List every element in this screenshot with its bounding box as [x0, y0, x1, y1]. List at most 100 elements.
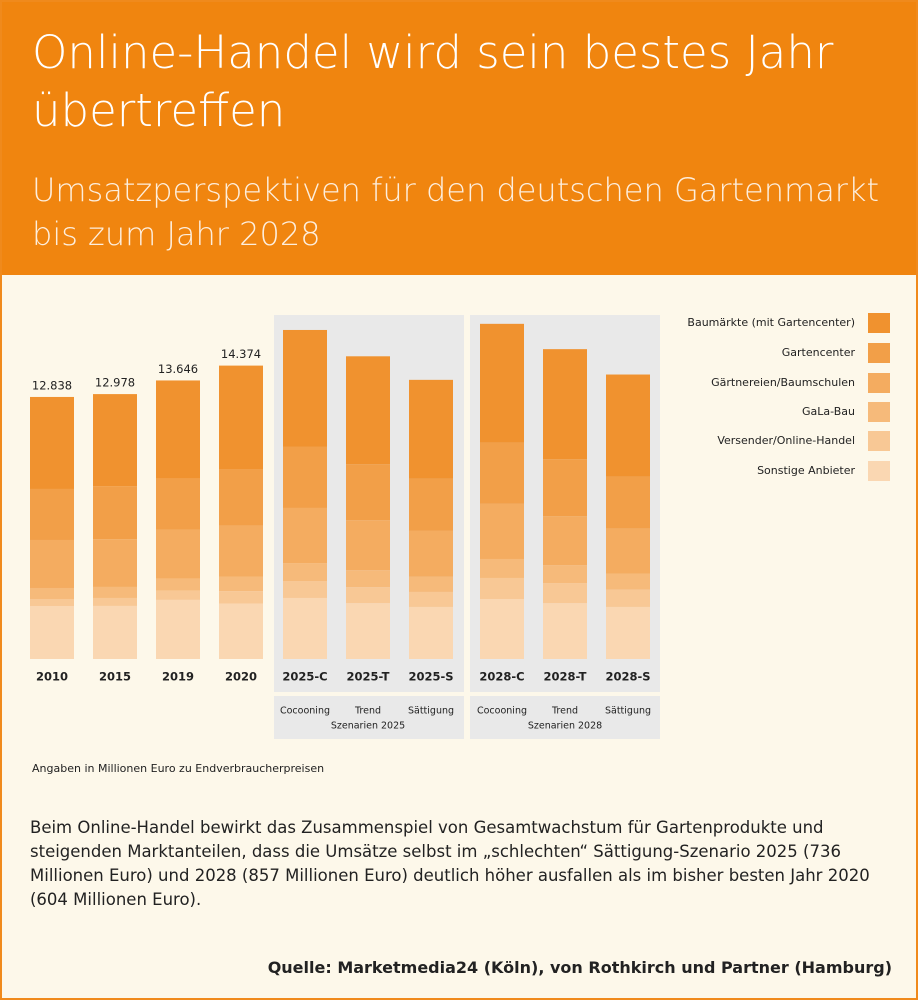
bar-segment: [543, 603, 587, 659]
legend-swatch: [868, 373, 890, 393]
legend-swatch: [868, 402, 890, 422]
scenario-label: Trend: [354, 706, 381, 717]
bar-segment: [480, 558, 524, 578]
scenario-group-label: Szenarien 2025: [331, 721, 405, 732]
bar-segment: [543, 349, 587, 460]
bar-segment: [30, 539, 74, 588]
bar-segment: [346, 464, 390, 521]
body-text: Beim Online-Handel bewirkt das Zusammens…: [30, 818, 870, 909]
bar-segment: [346, 356, 390, 465]
total-label: 12.838: [32, 378, 72, 392]
legend-label: Gärtnereien/Baumschulen: [711, 376, 855, 389]
x-tick-label: 2025-S: [408, 670, 453, 684]
bar-segment: [543, 459, 587, 517]
bar-segment: [606, 606, 650, 659]
legend-label: Sonstige Anbieter: [757, 464, 855, 477]
legend-swatch: [868, 461, 890, 481]
chart-note: Angaben in Millionen Euro zu Endverbrauc…: [32, 762, 324, 775]
bar-segment: [156, 529, 200, 579]
scenario-label: Sättigung: [605, 706, 651, 717]
bar-segment: [93, 605, 137, 659]
x-tick-label: 2020: [225, 670, 257, 684]
bar-segment: [93, 486, 137, 540]
x-tick-label: 2010: [36, 670, 68, 684]
bar-segment: [283, 446, 327, 508]
bar-segment: [156, 599, 200, 659]
source: Quelle: Marketmedia24 (Köln), von Rothki…: [267, 958, 892, 977]
bar-segment: [283, 329, 327, 447]
legend-swatch: [868, 313, 890, 333]
chart-subtitle: Umsatzperspektiven für den deutschen Gar…: [32, 171, 880, 253]
bar-segment: [606, 528, 650, 574]
bar-segment: [93, 597, 137, 606]
bar-segment: [283, 581, 327, 598]
bar-segment: [30, 488, 74, 540]
scenario-label: Cocooning: [477, 706, 527, 717]
total-label: 12.978: [95, 376, 135, 390]
x-tick-label: 2025-C: [282, 670, 327, 684]
x-tick-label: 2028-C: [479, 670, 524, 684]
bar-segment: [543, 583, 587, 604]
chart: Angaben in Millionen Euro zu Endverbrauc…: [30, 313, 890, 775]
total-label: 13.646: [158, 362, 198, 376]
bar-segment: [219, 469, 263, 526]
bar-segment: [606, 374, 650, 477]
bar-segment: [219, 365, 263, 470]
chart-title: Online-Handel wird sein bestes Jahr über…: [32, 26, 834, 137]
bar-segment: [606, 573, 650, 590]
bar-segment: [480, 598, 524, 659]
bar-segment: [156, 478, 200, 530]
bar-segment: [93, 394, 137, 487]
scenario-label: Cocooning: [280, 706, 330, 717]
x-tick-label: 2015: [99, 670, 131, 684]
bar-segment: [283, 563, 327, 582]
bar-segment: [30, 587, 74, 599]
bar-segment: [480, 503, 524, 559]
bar-segment: [93, 539, 137, 587]
legend-swatch: [868, 343, 890, 363]
bar-segment: [409, 379, 453, 479]
scenario-label: Sättigung: [408, 706, 454, 717]
bar-segment: [219, 591, 263, 604]
legend-label: Baumärkte (mit Gartencenter): [687, 316, 855, 329]
bar-segment: [409, 478, 453, 531]
scenario-label: Trend: [551, 706, 578, 717]
bar-segment: [30, 605, 74, 659]
legend-label: Versender/Online-Handel: [717, 434, 855, 447]
bar-segment: [409, 606, 453, 659]
bar-segment: [543, 565, 587, 584]
bar-segment: [30, 396, 74, 489]
bar-segment: [346, 603, 390, 659]
bar-segment: [409, 591, 453, 607]
bar-segment: [346, 520, 390, 571]
bar-segment: [156, 590, 200, 600]
x-tick-label: 2028-T: [544, 670, 587, 684]
legend-label: Gartencenter: [782, 346, 856, 359]
bar-segment: [156, 578, 200, 591]
scenario-label-panel: [470, 696, 660, 739]
bar-segment: [606, 589, 650, 607]
bar-segment: [93, 586, 137, 598]
bar-segment: [480, 442, 524, 504]
header: [2, 2, 916, 275]
x-tick-label: 2019: [162, 670, 194, 684]
bar-segment: [346, 587, 390, 604]
bar-segment: [480, 577, 524, 599]
bar-segment: [480, 323, 524, 443]
bar-segment: [30, 598, 74, 606]
bar-segment: [219, 525, 263, 577]
bar-segment: [219, 576, 263, 592]
bar-segment: [346, 570, 390, 588]
bar-segment: [409, 576, 453, 592]
x-tick-label: 2028-S: [605, 670, 650, 684]
total-label: 14.374: [221, 347, 261, 361]
scenario-group-label: Szenarien 2028: [528, 721, 602, 732]
legend-swatch: [868, 431, 890, 451]
bar-segment: [219, 603, 263, 659]
legend-label: GaLa-Bau: [802, 405, 855, 418]
bar-segment: [283, 597, 327, 659]
bar-segment: [543, 516, 587, 566]
bar-segment: [156, 380, 200, 479]
bar-segment: [409, 530, 453, 577]
